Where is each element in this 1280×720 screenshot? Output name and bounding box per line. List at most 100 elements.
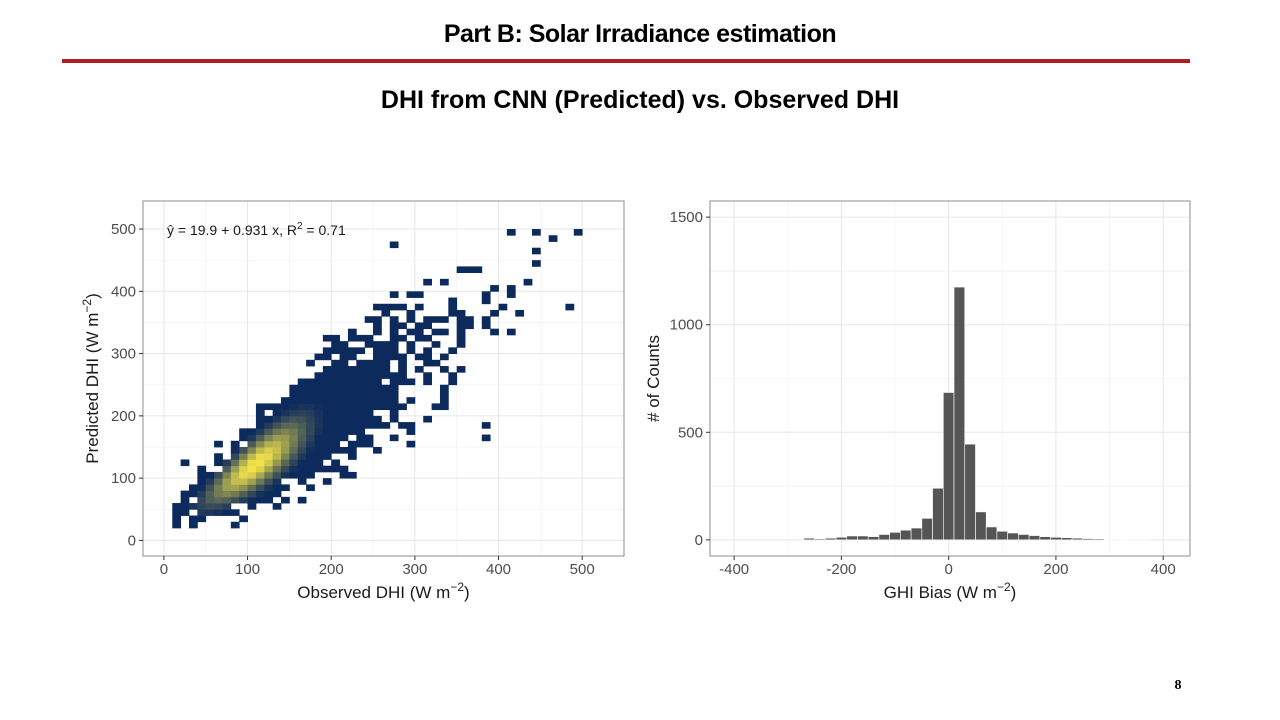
heatmap-cell [373, 347, 382, 354]
heatmap-cell [398, 353, 407, 361]
heatmap-cell [247, 447, 257, 454]
heatmap-cell [314, 422, 324, 429]
heatmap-cell [406, 378, 416, 386]
heatmap-cell [431, 403, 441, 411]
heatmap-cell [281, 397, 290, 404]
heatmap-cell [214, 484, 223, 492]
heatmap-cell [322, 409, 332, 417]
heatmap-cell [448, 303, 458, 311]
heatmap-cell [189, 503, 198, 510]
heatmap-cell [239, 515, 248, 523]
heatmap-cell [322, 378, 332, 386]
heatmap-cell [373, 303, 382, 311]
heatmap-cell [281, 496, 290, 504]
heatmap-cell [381, 353, 391, 361]
heatmap-cell [230, 459, 240, 467]
heatmap-cell [297, 378, 307, 386]
heatmap-cell [339, 359, 349, 367]
heatmap-cell [381, 359, 391, 367]
heatmap-cell [364, 384, 374, 392]
histogram-bar [1050, 536, 1062, 541]
heatmap-cell [306, 422, 315, 429]
heatmap-cell [364, 366, 374, 373]
heatmap-cell [306, 397, 315, 404]
y-tick-label: 400 [111, 283, 136, 300]
heatmap-cell [255, 490, 265, 498]
heatmap-cell [406, 341, 416, 348]
heatmap-cell [222, 496, 232, 504]
heatmap-cell [314, 453, 324, 460]
heatmap-cell [306, 434, 315, 442]
heatmap-cell [356, 384, 366, 392]
heatmap-cell [172, 503, 182, 510]
heatmap-cell [364, 415, 374, 423]
heatmap-cell [205, 478, 215, 485]
heatmap-cell [306, 378, 315, 386]
heatmap-cell [331, 403, 340, 411]
heatmap-cell [314, 390, 324, 398]
heatmap-cell [297, 471, 307, 479]
heatmap-cell [255, 415, 265, 423]
heatmap-cell [347, 447, 357, 454]
heatmap-cell [456, 334, 466, 342]
heatmap-cell [389, 316, 399, 323]
heatmap-cell [289, 471, 299, 479]
heatmap-cell [498, 303, 508, 311]
plot-border [709, 200, 1191, 557]
histogram-bar [835, 536, 848, 541]
heatmap-cell [255, 471, 265, 479]
heatmap-cell [389, 403, 399, 411]
heatmap-cell [406, 291, 416, 298]
heatmap-cell [297, 440, 307, 448]
heatmap-cell [272, 459, 282, 467]
heatmap-cell [364, 316, 374, 323]
heatmap-cell [247, 503, 257, 510]
heatmap-cell [339, 434, 349, 442]
heatmap-cell [272, 447, 282, 454]
heatmap-cell [289, 415, 299, 423]
heatmap-cell [331, 372, 340, 379]
heatmap-cell [247, 484, 257, 492]
heatmap-cell [423, 353, 432, 361]
histogram-bar [825, 537, 837, 541]
heatmap-cell [339, 403, 349, 411]
heatmap-cell [448, 372, 458, 379]
heatmap-cell [264, 490, 274, 498]
heatmap-cell [264, 465, 274, 473]
heatmap-cell [297, 496, 307, 504]
histogram-bar [900, 529, 912, 541]
heatmap-cell [381, 372, 391, 379]
x-tick-label: -200 [826, 561, 856, 578]
heatmap-cell [322, 353, 332, 361]
heatmap-cell [322, 453, 332, 460]
heatmap-cell [322, 390, 332, 398]
heatmap-cell [356, 359, 366, 367]
heatmap-cell [406, 309, 416, 317]
heatmap-cell [381, 366, 391, 373]
heatmap-cell [297, 384, 307, 392]
heatmap-cell [398, 359, 407, 367]
x-tick-label: 500 [570, 561, 595, 578]
heatmap-cell [314, 409, 324, 417]
heatmap-cell [205, 471, 215, 479]
heatmap-cell [356, 347, 366, 354]
heatmap-cell [373, 322, 382, 330]
heatmap-cell [255, 440, 265, 448]
histogram-bar [1028, 535, 1041, 541]
heatmap-cell [281, 447, 290, 454]
heatmap-cell [423, 359, 432, 367]
heatmap-cell [289, 447, 299, 454]
heatmap-cell [281, 459, 290, 467]
heatmap-cell [322, 465, 332, 473]
heatmap-cell [281, 484, 290, 492]
heatmap-cell [297, 409, 307, 417]
heatmap-cell [431, 316, 441, 323]
slide-title: Part B: Solar Irradiance estimation [443, 20, 837, 48]
heatmap-cell [247, 490, 257, 498]
heatmap-cell [364, 359, 374, 367]
heatmap-cell [339, 415, 349, 423]
heatmap-cell [289, 397, 299, 404]
heatmap-cell [264, 403, 274, 411]
heatmap-cell [255, 434, 265, 442]
